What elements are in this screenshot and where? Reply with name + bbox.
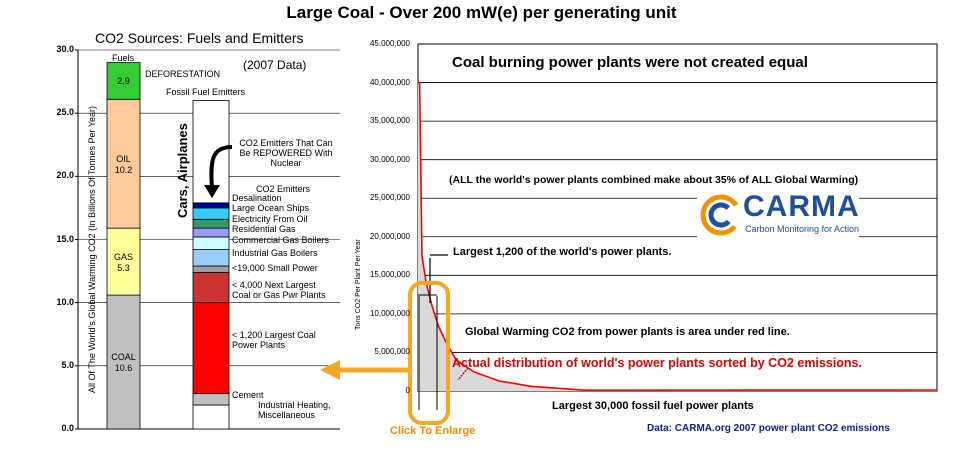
emitter-bar-segment [192, 271, 230, 304]
source-credit: Data: CARMA.org 2007 power plant CO2 emi… [647, 423, 890, 434]
carma-logo[interactable]: CARMA Carbon Monitoring for Action [697, 190, 859, 240]
deforestation-label: DEFORESTATION [145, 69, 221, 79]
note-largest: Largest 1,200 of the world's power plant… [453, 246, 672, 258]
emitter-bar-segment [192, 404, 230, 430]
emitter-segment-label: Industrial Heating, Miscellaneous [258, 400, 331, 420]
fuel-segment-name: COAL [111, 352, 136, 363]
emitter-segment-label: Electricity From Oil [232, 214, 308, 224]
right-y-tick-label: 10,000,000 [369, 308, 410, 318]
emitter-segment-label: Desalination [232, 193, 282, 203]
left-y-tick-label: 5.0 [61, 359, 74, 370]
fuel-segment-value: 10.2 [114, 164, 133, 175]
fuel-segment-name: OIL [116, 153, 131, 164]
fuel-bar-segment [106, 227, 141, 296]
fuel-segment-name: GAS [113, 251, 133, 262]
left-y-tick-label: 10.0 [56, 296, 74, 307]
note-area: Global Warming CO2 from power plants is … [465, 326, 790, 338]
emitter-bar-segment [192, 302, 230, 395]
repower-note: CO2 Emitters That Can Be REPOWERED With … [239, 138, 333, 168]
left-y-tick-label: 15.0 [56, 233, 74, 244]
emitter-bar-segment [192, 236, 230, 251]
emitters-header: Fossil Fuel Emitters [166, 87, 246, 97]
right-headline: Coal burning power plants were not creat… [452, 54, 808, 71]
left-y-axis-label: All Of The World's Global Warming CO2 (I… [87, 105, 97, 393]
carma-logo-text: CARMA [743, 190, 860, 223]
fuels-header: Fuels [112, 53, 135, 63]
enlarge-highlight-box [408, 281, 450, 425]
emitter-bar-segment [192, 249, 230, 267]
emitter-segment-label: < 1,200 Largest Coal Power Plants [232, 330, 316, 350]
fuel-segment-value: 2.9 [117, 75, 130, 86]
emitter-bar-segment [192, 207, 230, 220]
main-title: Large Coal - Over 200 mW(e) per generati… [286, 3, 677, 22]
fuel-bar-segment [106, 62, 141, 100]
fuel-bar-segment [106, 98, 141, 229]
emitter-segment-label: Cement [232, 390, 264, 400]
emitter-bar-segment [192, 265, 230, 273]
right-y-tick-label: 35,000,000 [369, 116, 410, 126]
emitter-segment-label: Residential Gas [232, 224, 296, 234]
fuel-bar-segment [106, 294, 141, 430]
right-y-tick-label: 5,000,000 [374, 347, 410, 357]
repower-arrow-curve [209, 145, 233, 189]
enlarge-arrow-head [320, 360, 340, 380]
emitter-bar-segment [192, 227, 230, 238]
right-y-tick-label: 30,000,000 [369, 154, 410, 164]
emitters-note: CO2 Emitters [256, 184, 311, 194]
right-y-tick-label: 40,000,000 [369, 77, 410, 87]
emitter-segment-label: <19,000 Small Power [232, 263, 318, 273]
right-y-tick-label: 20,000,000 [369, 231, 410, 241]
distribution-pointer [457, 367, 469, 381]
right-plot-area [417, 43, 938, 392]
left-y-tick-label: 30.0 [56, 44, 74, 54]
left-chart-title: CO2 Sources: Fuels and Emitters [95, 30, 304, 46]
fuel-segment-value: 5.3 [117, 262, 130, 273]
right-x-axis-label: Largest 30,000 fossil fuel power plants [552, 400, 754, 412]
emitter-bar-segment [192, 393, 230, 406]
emitter-segment-label: Large Ocean Ships [232, 203, 310, 213]
data-year-label: (2007 Data) [243, 58, 307, 72]
right-y-tick-label: 45,000,000 [369, 39, 410, 48]
carma-logo-subtitle: Carbon Monitoring for Action [745, 224, 860, 234]
emitter-bar-segment [192, 218, 230, 229]
repower-arrow-head [204, 185, 220, 198]
right-y-tick-label: 0 [405, 386, 410, 395]
emitter-segment-label: Commercial Gas Boilers [232, 235, 330, 245]
left-y-tick-label: 25.0 [56, 107, 74, 118]
carma-logo-icon [700, 194, 742, 236]
emitter-bar-segment [192, 202, 230, 209]
click-to-enlarge-link[interactable]: Click To Enlarge [390, 425, 476, 437]
cars-airplanes-label: Cars, Airplanes [175, 123, 190, 218]
note-distribution: Actual distribution of world's power pla… [452, 356, 862, 370]
right-y-tick-label: 25,000,000 [369, 193, 410, 203]
emitter-segment-label: Industrial Gas Boilers [232, 248, 318, 258]
emitter-segment-label: < 4,000 Next Largest Coal or Gas Pwr Pla… [232, 280, 326, 300]
right-y-tick-label: 15,000,000 [369, 270, 410, 280]
left-y-tick-label: 0.0 [61, 423, 74, 433]
left-y-tick-label: 20.0 [56, 170, 74, 181]
note-global: (ALL the world's power plants combined m… [449, 174, 859, 186]
fuel-segment-value: 10.6 [114, 363, 133, 374]
